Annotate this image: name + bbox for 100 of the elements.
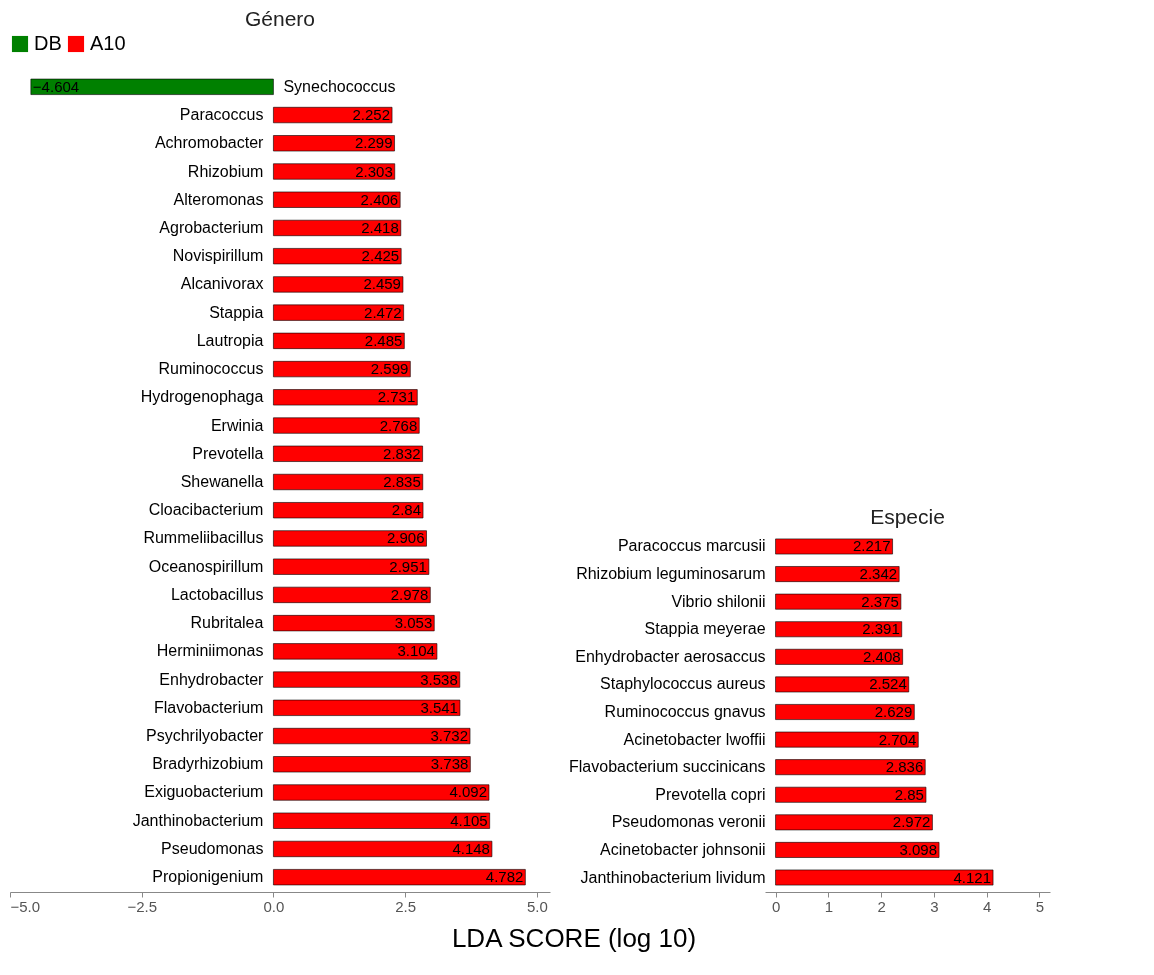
y-tick-label: Oceanospirillum [148,557,264,575]
y-tick-label: Enhydrobacter aerosaccus [575,647,766,665]
bar [273,163,396,180]
bar [775,704,915,720]
y-tick-label: Stappia meyerae [644,620,766,638]
bar [775,538,893,555]
y-tick-label: Paracoccus [179,106,264,124]
bar [775,786,927,803]
bar [273,671,461,688]
bar [273,473,424,491]
bar [273,361,411,378]
x-tick-label: 0 [771,897,781,915]
y-tick-label: Herminiimonas [156,642,264,660]
y-tick-label: Prevotella [192,444,264,462]
bar [273,502,424,519]
y-tick-label: Enhydrobacter [159,670,265,688]
bar [273,530,427,547]
bar [273,304,404,321]
y-tick-label: Pseudomonas veronii [611,813,766,831]
y-tick-label: Flavobacterium succinicans [569,758,766,776]
data-label: 2.406 [360,190,399,208]
x-tick-label: 4 [982,897,992,915]
bar [273,812,490,829]
bar [273,191,401,208]
bar [273,615,435,632]
y-tick-label: Cloacibacterium [148,501,264,519]
x-tick-label: 0.0 [263,897,285,915]
y-tick-label: Psychrilyobacter [146,727,265,745]
data-label: 2.418 [361,218,399,236]
bar [775,676,910,693]
x-tick-label: 5 [1035,897,1045,915]
bar [775,759,926,776]
y-tick-label: Rummeliibacillus [143,529,264,547]
chart-title: Género [244,7,316,30]
y-tick-label: Hydrogenophaga [140,388,264,406]
bar [273,332,405,349]
y-tick-label: Vibrio shilonii [671,592,766,610]
y-tick-label: Propionigenium [152,868,264,886]
data-label: 3.541 [420,698,458,716]
data-label: 2.425 [361,247,400,265]
bar [775,842,940,858]
data-label: 2.85 [894,785,924,803]
data-label: 2.832 [383,444,421,462]
data-label: 2.485 [364,331,403,349]
y-tick-label: Lautropia [196,331,264,349]
y-tick-label: Exiguobacterium [144,783,264,801]
y-tick-label: Flavobacterium [154,698,264,716]
y-tick-label: Rhizobium leguminosarum [576,565,766,583]
legend-label: A10 [90,32,126,54]
data-label: 2.375 [861,592,899,610]
data-label: 2.303 [355,162,393,180]
bar [775,566,900,582]
chart-title: Especie [870,505,945,528]
y-tick-label: Janthinobacterium lividum [580,868,766,886]
bar [273,558,430,575]
x-tick-label: 2 [877,897,886,915]
data-label: 2.252 [352,106,391,124]
data-label: 2.835 [383,473,421,490]
x-tick-label: −5.0 [10,897,41,915]
data-label: −4.604 [32,77,80,95]
data-label: 2.391 [862,620,900,638]
data-label: 2.972 [892,813,931,831]
bar [273,417,420,434]
data-label: 3.738 [430,755,469,773]
bar [273,276,404,293]
x-tick-label: 2.5 [395,897,417,915]
y-tick-label: Synechococcus [283,77,396,95]
bar [273,727,471,745]
y-tick-label: Alcanivorax [180,275,264,293]
bar [273,756,471,773]
bar [273,869,526,886]
y-tick-label: Prevotella copri [655,785,766,803]
bar [273,445,423,462]
y-tick-label: Janthinobacterium [132,811,264,829]
bar [775,593,902,610]
y-tick-label: Paracoccus marcusii [617,537,766,555]
y-tick-label: Rhizobium [187,162,264,180]
data-label: 2.472 [364,303,402,321]
bar [273,699,461,716]
bar [273,135,395,152]
data-label: 4.092 [449,783,487,801]
data-label: 4.105 [450,811,488,829]
data-label: 2.951 [389,557,427,575]
bar [775,731,919,748]
x-axis-title: LDA SCORE (log 10) [450,923,698,954]
data-label: 2.299 [354,134,393,152]
data-label: 4.121 [953,868,992,886]
y-tick-label: Staphylococcus aureus [600,675,766,693]
y-tick-label: Pseudomonas [161,839,264,857]
data-label: 3.104 [397,642,435,660]
y-tick-label: Shewanella [180,473,264,490]
y-tick-label: Alteromonas [173,190,264,208]
bar [273,586,431,603]
data-label: 2.768 [379,416,418,434]
data-label: 2.731 [377,388,416,406]
bar [30,78,274,95]
data-label: 3.538 [420,670,458,688]
bar [273,784,490,801]
y-tick-label: Achromobacter [154,134,265,152]
data-label: 3.053 [394,614,433,632]
